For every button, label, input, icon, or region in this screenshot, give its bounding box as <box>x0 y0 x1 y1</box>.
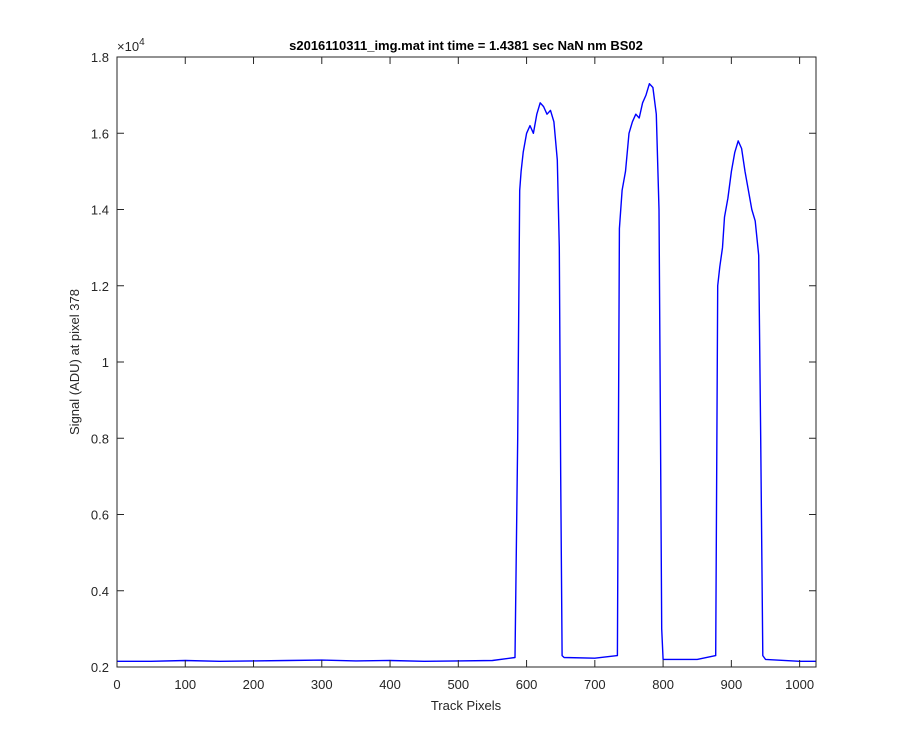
x-tick-label: 1000 <box>785 677 814 692</box>
chart-title: s2016110311_img.mat int time = 1.4381 se… <box>289 38 643 53</box>
y-axis-exponent-power: 4 <box>139 37 145 48</box>
y-axis-ticks: 0.2 0.4 0.6 0.8 1 1.2 1.4 1.6 1.8 <box>91 50 816 675</box>
y-tick-label: 1 <box>102 355 109 370</box>
x-tick-label: 800 <box>652 677 674 692</box>
plot-area <box>117 57 816 667</box>
x-axis-ticks: 0 100 200 300 400 500 600 700 800 900 1000 <box>113 57 814 692</box>
x-tick-label: 200 <box>243 677 265 692</box>
x-tick-label: 600 <box>516 677 538 692</box>
x-tick-label: 300 <box>311 677 333 692</box>
y-tick-label: 1.4 <box>91 203 109 218</box>
y-axis-exponent-base: ×10 <box>117 39 139 54</box>
x-tick-label: 900 <box>721 677 743 692</box>
y-tick-label: 1.8 <box>91 50 109 65</box>
x-tick-label: 0 <box>113 677 120 692</box>
y-tick-label: 0.8 <box>91 431 109 446</box>
x-tick-label: 700 <box>584 677 606 692</box>
x-tick-label: 400 <box>379 677 401 692</box>
y-tick-label: 1.2 <box>91 279 109 294</box>
y-tick-label: 0.4 <box>91 584 109 599</box>
x-tick-label: 100 <box>174 677 196 692</box>
y-tick-label: 1.6 <box>91 126 109 141</box>
series-line-0 <box>117 82 816 662</box>
x-tick-label: 500 <box>447 677 469 692</box>
y-axis-exponent: ×104 <box>117 37 145 54</box>
y-tick-label: 0.6 <box>91 508 109 523</box>
y-axis-title: Signal (ADU) at pixel 378 <box>67 289 82 435</box>
series-layer <box>117 82 816 662</box>
y-tick-label: 0.2 <box>91 660 109 675</box>
x-axis-title: Track Pixels <box>431 698 502 713</box>
